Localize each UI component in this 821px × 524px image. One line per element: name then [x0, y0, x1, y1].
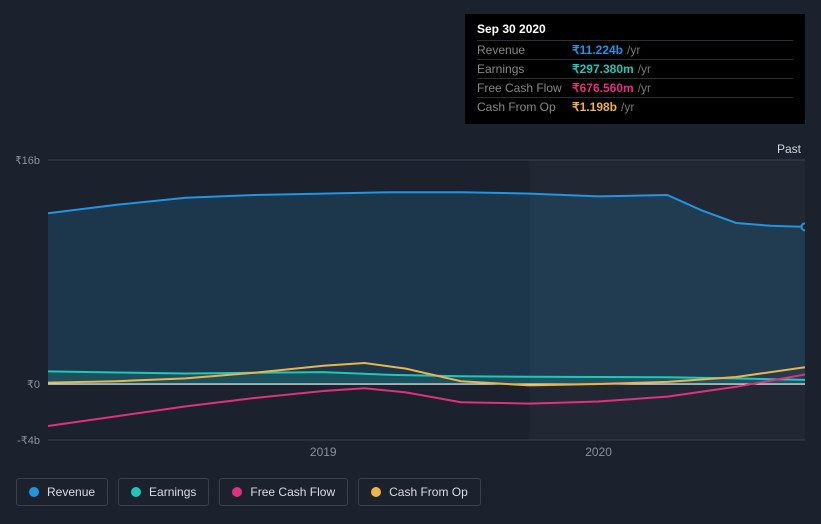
legend-swatch: [232, 487, 242, 497]
legend-item-fcf[interactable]: Free Cash Flow: [219, 478, 348, 506]
tooltip-value: ₹1.198b: [572, 100, 617, 114]
tooltip-value: ₹676.560m: [572, 81, 634, 95]
tooltip-date: Sep 30 2020: [477, 22, 793, 36]
svg-text:-₹4b: -₹4b: [17, 435, 40, 447]
tooltip-label: Cash From Op: [477, 100, 572, 114]
svg-text:Past: Past: [777, 142, 802, 156]
legend-label: Earnings: [149, 485, 196, 499]
legend-item-revenue[interactable]: Revenue: [16, 478, 108, 506]
financials-chart[interactable]: ₹16b ₹0 -₹4b Past 2019 2020: [16, 120, 805, 464]
svg-text:₹16b: ₹16b: [16, 155, 40, 167]
tooltip-value: ₹11.224b: [572, 43, 623, 57]
tooltip-unit: /yr: [621, 100, 634, 114]
tooltip-unit: /yr: [627, 43, 640, 57]
hover-tooltip: Sep 30 2020 Revenue ₹11.224b /yr Earning…: [465, 14, 805, 124]
svg-text:2020: 2020: [585, 445, 612, 459]
tooltip-label: Free Cash Flow: [477, 81, 572, 95]
tooltip-row-earnings: Earnings ₹297.380m /yr: [477, 59, 793, 78]
tooltip-value: ₹297.380m: [572, 62, 634, 76]
legend-swatch: [131, 487, 141, 497]
legend: Revenue Earnings Free Cash Flow Cash Fro…: [16, 478, 481, 506]
tooltip-unit: /yr: [638, 62, 651, 76]
legend-swatch: [29, 487, 39, 497]
tooltip-label: Revenue: [477, 43, 572, 57]
legend-swatch: [371, 487, 381, 497]
legend-label: Free Cash Flow: [250, 485, 335, 499]
legend-item-earnings[interactable]: Earnings: [118, 478, 209, 506]
tooltip-row-revenue: Revenue ₹11.224b /yr: [477, 40, 793, 59]
svg-text:2019: 2019: [310, 445, 337, 459]
tooltip-row-cfo: Cash From Op ₹1.198b /yr: [477, 97, 793, 116]
legend-label: Cash From Op: [389, 485, 468, 499]
chart-svg: ₹16b ₹0 -₹4b Past 2019 2020: [16, 120, 805, 464]
svg-text:₹0: ₹0: [27, 379, 40, 391]
tooltip-unit: /yr: [638, 81, 651, 95]
legend-item-cfo[interactable]: Cash From Op: [358, 478, 481, 506]
tooltip-label: Earnings: [477, 62, 572, 76]
tooltip-row-fcf: Free Cash Flow ₹676.560m /yr: [477, 78, 793, 97]
legend-label: Revenue: [47, 485, 95, 499]
